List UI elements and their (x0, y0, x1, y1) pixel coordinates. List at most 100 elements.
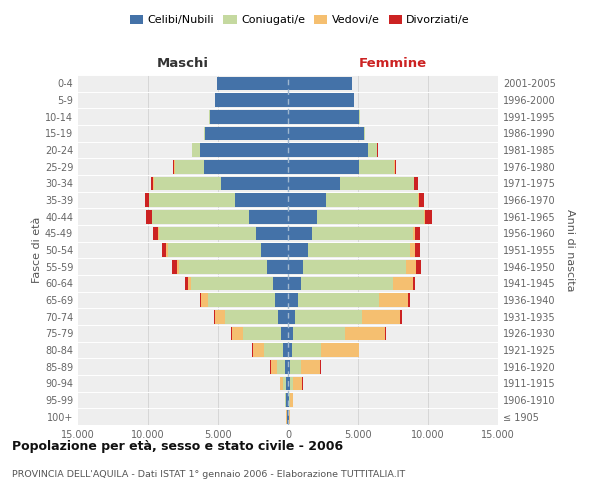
Bar (359, 160, 394, 173)
Bar (410, 243, 415, 257)
Bar (293, 326, 344, 340)
Bar (288, 143, 368, 157)
Bar (200, 293, 202, 307)
Bar (287, 410, 288, 424)
Bar (288, 243, 308, 257)
Bar (413, 276, 415, 290)
Bar (418, 193, 419, 207)
Bar (284, 360, 288, 374)
Bar (288, 193, 326, 207)
Bar (188, 276, 191, 290)
Bar (290, 376, 293, 390)
Bar (321, 343, 359, 357)
Bar (288, 93, 354, 107)
Bar (232, 326, 243, 340)
Bar (272, 276, 288, 290)
Bar (185, 276, 188, 290)
Bar (275, 293, 288, 307)
Bar (288, 260, 304, 274)
Bar (225, 310, 278, 324)
Bar (204, 126, 205, 140)
Bar (415, 176, 418, 190)
Bar (146, 210, 151, 224)
Bar (243, 326, 281, 340)
Bar (288, 393, 289, 407)
Bar (286, 376, 288, 390)
Bar (283, 343, 288, 357)
Bar (340, 176, 414, 190)
Bar (166, 243, 167, 257)
Bar (312, 226, 413, 240)
Bar (288, 310, 295, 324)
Bar (192, 143, 200, 157)
Bar (395, 160, 396, 173)
Legend: Celibi/Nubili, Coniugati/e, Vedovi/e, Divorziati/e: Celibi/Nubili, Coniugati/e, Vedovi/e, Di… (125, 10, 475, 30)
Bar (262, 243, 288, 257)
Bar (424, 210, 425, 224)
Bar (151, 176, 153, 190)
Bar (413, 226, 415, 240)
Bar (304, 260, 406, 274)
Bar (288, 110, 359, 124)
Bar (393, 276, 413, 290)
Text: Maschi: Maschi (157, 57, 209, 70)
Bar (288, 76, 352, 90)
Bar (286, 393, 288, 407)
Bar (280, 376, 283, 390)
Bar (290, 360, 301, 374)
Bar (415, 243, 420, 257)
Bar (289, 393, 290, 407)
Bar (151, 210, 152, 224)
Bar (362, 310, 400, 324)
Y-axis label: Fasce di età: Fasce di età (32, 217, 42, 283)
Bar (281, 326, 288, 340)
Bar (288, 276, 301, 290)
Bar (217, 76, 288, 90)
Bar (154, 226, 158, 240)
Bar (368, 143, 377, 157)
Bar (154, 176, 221, 190)
Bar (209, 110, 288, 124)
Bar (221, 176, 288, 190)
Bar (344, 326, 385, 340)
Bar (145, 193, 149, 207)
Bar (400, 310, 401, 324)
Bar (409, 293, 410, 307)
Bar (277, 360, 284, 374)
Bar (301, 276, 393, 290)
Bar (288, 343, 292, 357)
Bar (152, 210, 249, 224)
Bar (173, 160, 175, 173)
Bar (214, 310, 215, 324)
Bar (253, 343, 263, 357)
Bar (288, 226, 312, 240)
Bar (191, 276, 272, 290)
Bar (162, 243, 166, 257)
Y-axis label: Anni di nascita: Anni di nascita (565, 208, 575, 291)
Bar (175, 160, 204, 173)
Bar (215, 310, 225, 324)
Bar (385, 326, 386, 340)
Bar (406, 260, 416, 274)
Bar (278, 310, 288, 324)
Bar (419, 193, 424, 207)
Bar (425, 210, 432, 224)
Bar (167, 243, 262, 257)
Bar (215, 93, 288, 107)
Bar (295, 310, 362, 324)
Bar (317, 210, 424, 224)
Bar (202, 293, 208, 307)
Bar (256, 226, 288, 240)
Bar (288, 326, 293, 340)
Bar (288, 293, 298, 307)
Bar (149, 193, 235, 207)
Bar (288, 176, 340, 190)
Bar (271, 360, 277, 374)
Bar (177, 260, 179, 274)
Bar (298, 293, 379, 307)
Bar (292, 343, 321, 357)
Bar (288, 376, 290, 390)
Bar (235, 193, 288, 207)
Bar (179, 260, 267, 274)
Bar (288, 126, 364, 140)
